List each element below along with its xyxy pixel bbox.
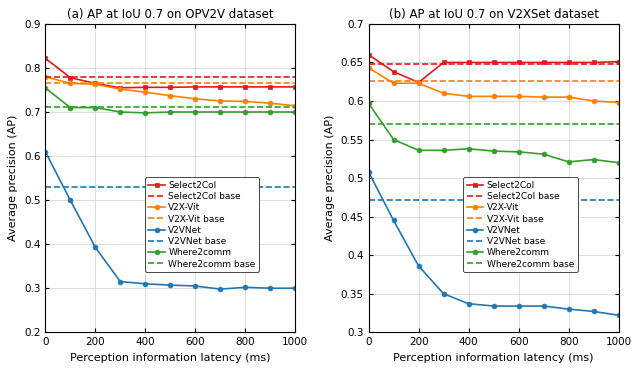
Y-axis label: Average precision (AP): Average precision (AP) [325,115,335,241]
Legend: Select2Col, Select2Col base, V2X-Vit, V2X-Vit base, V2VNet, V2VNet base, Where2c: Select2Col, Select2Col base, V2X-Vit, V2… [145,177,259,272]
X-axis label: Perception information latency (ms): Perception information latency (ms) [394,353,594,363]
Legend: Select2Col, Select2Col base, V2X-Vit, V2X-Vit base, V2VNet, V2VNet base, Where2c: Select2Col, Select2Col base, V2X-Vit, V2… [463,177,577,272]
Y-axis label: Average precision (AP): Average precision (AP) [8,115,19,241]
Title: (b) AP at IoU 0.7 on V2XSet dataset: (b) AP at IoU 0.7 on V2XSet dataset [388,8,598,22]
Title: (a) AP at IoU 0.7 on OPV2V dataset: (a) AP at IoU 0.7 on OPV2V dataset [67,8,273,22]
X-axis label: Perception information latency (ms): Perception information latency (ms) [70,353,271,363]
